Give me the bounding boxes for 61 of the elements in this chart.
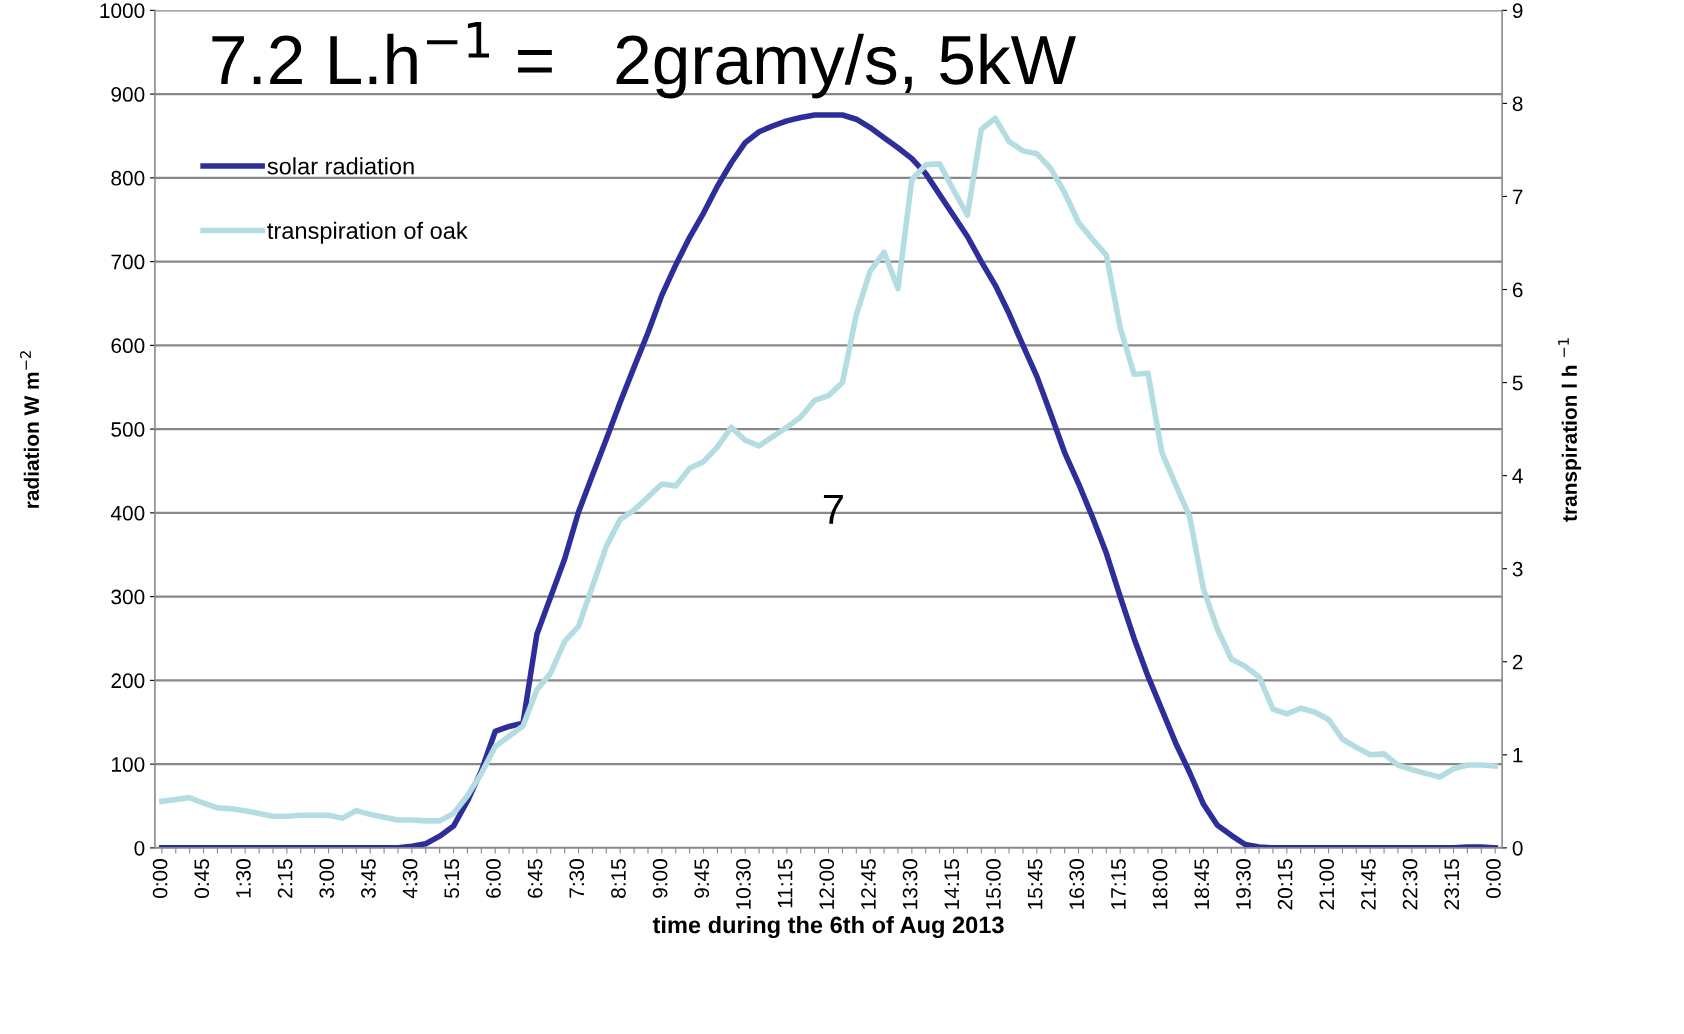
x-tick-label: 18:45	[1194, 859, 1210, 909]
y2-tick-label: 0	[1512, 840, 1523, 856]
x-tick-label: 4:30	[402, 859, 418, 899]
x-tick-label: 15:45	[1027, 859, 1043, 909]
y-tick-label: 1000	[100, 3, 145, 19]
x-tick-label: 3:45	[361, 859, 376, 899]
x-axis-title: time during the 6th of Aug 2013	[652, 915, 1004, 939]
x-tick-label: 22:30	[1402, 859, 1418, 910]
y-axis-title: radiation W m$^{−2}$	[20, 351, 40, 508]
y2-tick-label: 3	[1512, 561, 1523, 577]
x-tick-label: 19:30	[1236, 859, 1251, 909]
x-tick-label: 12:45	[861, 859, 876, 909]
y-tick-label: 700	[111, 254, 145, 270]
x-tick-label: 0:00	[1486, 859, 1501, 899]
y2-tick-label: 8	[1512, 96, 1523, 112]
x-tick-label: 16:30	[1069, 859, 1085, 909]
y2-tick-label: 6	[1512, 282, 1523, 298]
x-tick-label: 6:45	[527, 859, 543, 898]
x-tick-label: 21:45	[1361, 859, 1376, 910]
y-tick-label: 600	[111, 338, 145, 354]
y2-tick-label: 2	[1512, 654, 1523, 670]
y-tick-label: 200	[111, 673, 145, 689]
y-tick-label: 300	[111, 589, 145, 605]
x-tick-label: 5:15	[444, 859, 460, 899]
y-tick-label: 400	[110, 505, 145, 521]
x-tick-label: 3:00	[319, 859, 335, 899]
x-tick-label: 18:00	[1152, 859, 1168, 909]
y-tick-label: 0	[134, 840, 145, 856]
y2-tick-label: 7	[1512, 189, 1523, 205]
x-tick-label: 8:15	[611, 859, 626, 898]
y2-tick-label: 9	[1512, 3, 1523, 19]
x-tick-label: 0:00	[152, 859, 168, 899]
y2-tick-label: 1	[1513, 748, 1523, 763]
x-tick-label: 9:45	[694, 859, 710, 898]
legend-label: transpiration of oak	[267, 221, 468, 244]
annotation: 7	[823, 494, 843, 524]
y-tick-label: 800	[111, 170, 145, 186]
x-tick-label: 7:30	[569, 859, 585, 898]
y2-tick-label: 5	[1512, 375, 1523, 391]
x-tick-label: 6:00	[486, 859, 501, 898]
x-tick-label: 15:00	[986, 859, 1001, 909]
y-tick-label: 900	[111, 87, 145, 102]
x-tick-label: 1:30	[236, 859, 251, 898]
x-tick-label: 13:30	[902, 859, 918, 909]
legend-label: solar radiation	[267, 157, 414, 175]
x-tick-label: 10:30	[736, 859, 751, 909]
x-tick-label: 20:15	[1277, 859, 1293, 910]
x-tick-label: 11:15	[777, 859, 793, 908]
y2-axis-title: transpiration l h $^{−1}$	[1558, 338, 1582, 522]
x-tick-label: 23:15	[1444, 859, 1460, 910]
y-tick-label: 100	[112, 757, 145, 772]
x-tick-label: 21:00	[1319, 859, 1335, 910]
x-tick-label: 17:15	[1111, 859, 1126, 909]
x-tick-label: 2:15	[277, 859, 293, 898]
annotation: 7.2 L.h$^{−1}$ = 2gramy/s, 5kW	[212, 22, 1076, 99]
y2-tick-label: 4	[1512, 468, 1523, 484]
x-tick-label: 12:00	[819, 859, 835, 909]
y-tick-label: 500	[111, 422, 145, 437]
x-tick-label: 14:15	[944, 859, 960, 909]
x-tick-label: 9:00	[652, 859, 668, 898]
x-tick-label: 0:45	[194, 859, 210, 899]
